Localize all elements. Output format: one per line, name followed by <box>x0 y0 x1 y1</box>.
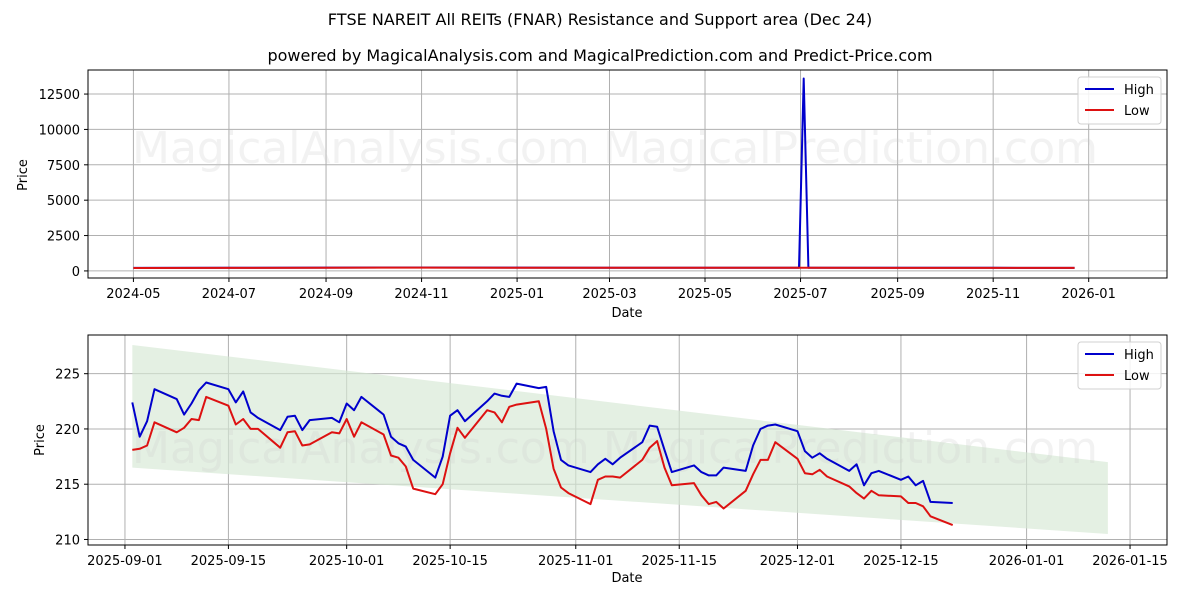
x-tick-label: 2024-11 <box>394 287 448 302</box>
top-grid <box>88 70 1167 278</box>
y-tick-label: 5000 <box>47 194 80 209</box>
x-tick-label: 2025-10-15 <box>412 554 488 569</box>
y-tick-label: 12500 <box>39 88 80 103</box>
top-watermark-right: MagicalPrediction.com <box>603 123 1098 174</box>
y-tick-label: 10000 <box>39 123 80 138</box>
bottom-lines <box>131 381 954 527</box>
top-watermark-left: MagicalAnalysis.com <box>132 123 590 174</box>
high-series-line <box>131 381 953 504</box>
y-tick-label: 210 <box>55 533 80 548</box>
x-tick-label: 2025-01 <box>490 287 544 302</box>
x-tick-label: 2025-10-01 <box>309 554 385 569</box>
top-y-axis-label: Price <box>16 159 31 191</box>
x-tick-label: 2025-11-01 <box>538 554 614 569</box>
bottom-y-axis-label: Price <box>33 424 48 456</box>
top-axes-frame <box>87 69 1168 279</box>
legend-high-label: High <box>1124 83 1154 98</box>
support-resistance-band <box>132 344 1108 534</box>
x-tick-label: 2024-05 <box>106 287 160 302</box>
x-tick-label: 2024-07 <box>202 287 256 302</box>
top-legend: High Low <box>1077 76 1162 125</box>
y-tick-label: 220 <box>55 423 80 438</box>
x-tick-label: 2025-09 <box>870 287 924 302</box>
top-x-axis-label: Date <box>611 306 642 321</box>
chart-title: FTSE NAREIT All REITs (FNAR) Resistance … <box>327 10 873 29</box>
bottom-x-axis-label: Date <box>611 571 642 586</box>
x-tick-label: 2025-11 <box>966 287 1020 302</box>
y-tick-label: 225 <box>55 368 80 383</box>
legend-low-label: Low <box>1124 104 1150 119</box>
x-tick-label: 2026-01-15 <box>1092 554 1168 569</box>
x-tick-label: 2025-12-15 <box>863 554 939 569</box>
bottom-ticks: 2025-09-01 2025-09-15 2025-10-01 2025-10-15… <box>55 368 1168 569</box>
x-tick-label: 2025-12-01 <box>760 554 836 569</box>
x-tick-label: 2025-03 <box>582 287 636 302</box>
x-tick-label: 2025-11-15 <box>641 554 717 569</box>
x-tick-label: 2025-09-01 <box>87 554 163 569</box>
x-tick-label: 2026-01-01 <box>989 554 1065 569</box>
x-tick-label: 2024-09 <box>299 287 353 302</box>
chart-subtitle: powered by MagicalAnalysis.com and Magic… <box>267 46 933 65</box>
top-chart-panel: MagicalAnalysis.com MagicalPrediction.co… <box>16 69 1168 321</box>
x-tick-label: 2025-09-15 <box>191 554 267 569</box>
bottom-watermark-right: MagicalPrediction.com <box>603 423 1098 474</box>
legend-low-label: Low <box>1124 369 1150 384</box>
top-ticks: 2024-05 2024-07 2024-09 2024-11 2025-01 2025-… <box>39 88 1116 302</box>
bottom-watermark-left: MagicalAnalysis.com <box>132 423 590 474</box>
x-tick-label: 2025-05 <box>678 287 732 302</box>
x-tick-label: 2025-07 <box>773 287 827 302</box>
bottom-axes-frame <box>87 334 1168 546</box>
bottom-chart-panel: MagicalAnalysis.com MagicalPrediction.co… <box>33 334 1168 586</box>
top-lines <box>133 77 1075 269</box>
y-tick-label: 0 <box>72 265 80 280</box>
y-tick-label: 215 <box>55 478 80 493</box>
y-tick-label: 7500 <box>47 159 80 174</box>
bottom-legend: High Low <box>1077 341 1162 390</box>
low-series-line <box>132 395 954 527</box>
y-tick-label: 2500 <box>47 230 80 245</box>
legend-high-label: High <box>1124 348 1154 363</box>
x-tick-label: 2026-01 <box>1062 287 1116 302</box>
